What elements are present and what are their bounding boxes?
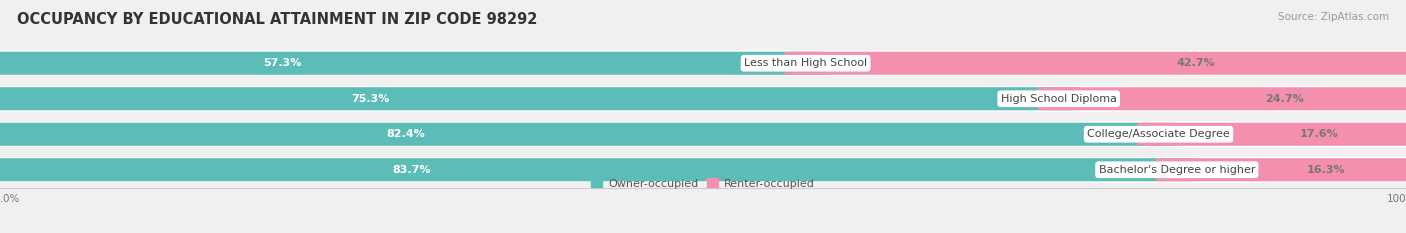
Text: Less than High School: Less than High School <box>744 58 868 68</box>
Text: Source: ZipAtlas.com: Source: ZipAtlas.com <box>1278 12 1389 22</box>
Text: High School Diploma: High School Diploma <box>1001 94 1116 104</box>
Text: 82.4%: 82.4% <box>387 129 425 139</box>
Text: 24.7%: 24.7% <box>1265 94 1303 104</box>
FancyBboxPatch shape <box>0 52 1406 75</box>
Legend: Owner-occupied, Renter-occupied: Owner-occupied, Renter-occupied <box>586 174 820 193</box>
FancyBboxPatch shape <box>0 123 1180 146</box>
FancyBboxPatch shape <box>0 158 1198 181</box>
FancyBboxPatch shape <box>0 87 1080 110</box>
Text: 75.3%: 75.3% <box>352 94 389 104</box>
Text: College/Associate Degree: College/Associate Degree <box>1087 129 1230 139</box>
FancyBboxPatch shape <box>0 158 1406 181</box>
FancyBboxPatch shape <box>0 52 827 75</box>
FancyBboxPatch shape <box>1137 123 1406 146</box>
Text: Bachelor's Degree or higher: Bachelor's Degree or higher <box>1098 165 1256 175</box>
Text: 42.7%: 42.7% <box>1177 58 1215 68</box>
Text: 16.3%: 16.3% <box>1306 165 1346 175</box>
FancyBboxPatch shape <box>785 52 1406 75</box>
Text: OCCUPANCY BY EDUCATIONAL ATTAINMENT IN ZIP CODE 98292: OCCUPANCY BY EDUCATIONAL ATTAINMENT IN Z… <box>17 12 537 27</box>
FancyBboxPatch shape <box>1156 158 1406 181</box>
FancyBboxPatch shape <box>0 123 1406 146</box>
Text: 17.6%: 17.6% <box>1301 129 1339 139</box>
FancyBboxPatch shape <box>1038 87 1406 110</box>
Text: 83.7%: 83.7% <box>392 165 432 175</box>
FancyBboxPatch shape <box>0 87 1406 110</box>
Text: 57.3%: 57.3% <box>263 58 301 68</box>
